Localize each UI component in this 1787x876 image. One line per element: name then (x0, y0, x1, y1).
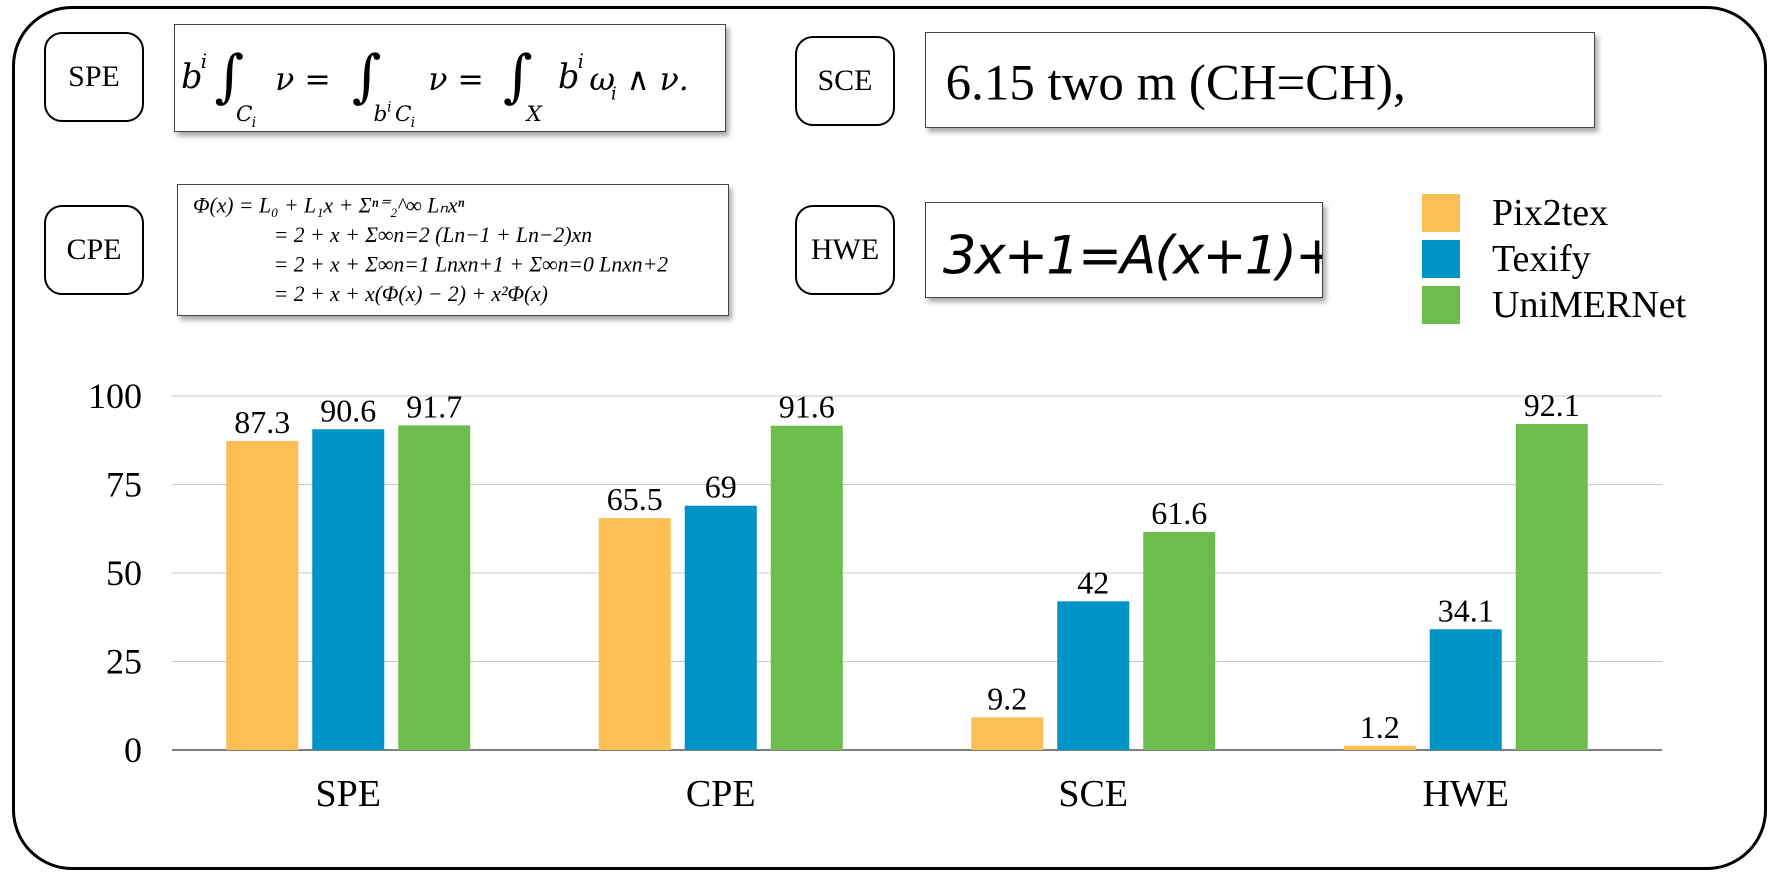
sce-text: 6.15 two m (CH=CH), (946, 56, 1406, 112)
sample-spe-formula: b i ∫ C i ν = ∫ b i C i ν = ∫ X b i ω i … (174, 24, 726, 132)
data-label: 65.5 (607, 481, 663, 517)
legend: Pix2tex Texify UniMERNet (1422, 190, 1686, 328)
data-label: 87.3 (234, 404, 290, 440)
spe-c1: C (236, 102, 253, 127)
hwe-text: 3x+1=A(x+1)+Bx (943, 226, 1322, 287)
y-tick-label: 50 (106, 553, 142, 593)
bar-hwe-unimernet (1515, 423, 1588, 750)
spe-integral-1-icon: ∫ (214, 44, 244, 110)
spe-c1sub: i (252, 115, 256, 131)
spe-b2: b (373, 102, 387, 127)
cpe-line-2: = 2 + x + Σ∞n=2 (Ln−1 + Ln−2)xn (274, 223, 592, 247)
spe-nu1: ν = (275, 62, 330, 98)
y-tick-label: 75 (106, 465, 142, 505)
spe-x: X (525, 102, 544, 127)
data-label: 92.1 (1524, 387, 1580, 423)
data-label: 91.6 (779, 389, 835, 425)
x-category-label: HWE (1422, 773, 1509, 815)
legend-label-texify: Texify (1492, 238, 1591, 280)
bar-sce-pix2tex (971, 717, 1044, 750)
bar-cpe-texify (684, 505, 757, 750)
cpe-line-3: = 2 + x + Σ∞n=1 Lnxn+1 + Σ∞n=0 Lnxn+2 (274, 253, 668, 277)
spe-i1: i (201, 50, 207, 73)
x-category-label: CPE (686, 773, 756, 815)
legend-label-unimernet: UniMERNet (1492, 284, 1687, 326)
spe-integral-3-icon: ∫ (503, 44, 533, 110)
spe-i2: i (387, 99, 391, 115)
legend-swatch-unimernet (1422, 286, 1460, 324)
tag-hwe: HWE (795, 205, 895, 295)
legend-item-unimernet: UniMERNet (1422, 282, 1686, 328)
y-tick-label: 25 (106, 642, 142, 682)
bar-spe-pix2tex (226, 440, 299, 750)
cpe-line-4: = 2 + x + x(Φ(x) − 2) + x²Φ(x) (274, 282, 548, 306)
data-label: 91.7 (406, 388, 462, 424)
tag-cpe: CPE (44, 205, 144, 295)
legend-label-pix2tex: Pix2tex (1492, 192, 1609, 234)
legend-swatch-pix2tex (1422, 194, 1460, 232)
tag-spe: SPE (44, 32, 144, 122)
spe-omega-sub: i (611, 85, 617, 105)
spe-integral-2-icon: ∫ (352, 44, 382, 110)
bar-spe-unimernet (398, 425, 471, 750)
sample-hwe-handwritten: 3x+1=A(x+1)+Bx (925, 202, 1323, 298)
bar-hwe-texify (1429, 629, 1502, 750)
x-category-label: SCE (1058, 773, 1128, 815)
sample-cpe-formula: Φ(x) = L₀ + L₁x + Σⁿ⁼₂^∞ Lₙxⁿ = 2 + x + … (177, 184, 729, 316)
bar-cpe-pix2tex (598, 518, 671, 750)
data-label: 61.6 (1151, 495, 1207, 531)
legend-item-pix2tex: Pix2tex (1422, 190, 1686, 236)
cpe-line-1: Φ(x) = L₀ + L₁x + Σⁿ⁼₂^∞ Lₙxⁿ (193, 194, 465, 218)
spe-c2: C (395, 102, 412, 127)
spe-nu2: ν = (428, 62, 483, 98)
bar-spe-texify (312, 429, 385, 750)
legend-swatch-texify (1422, 240, 1460, 278)
sample-sce-text: 6.15 two m (CH=CH), (925, 32, 1595, 128)
bar-sce-unimernet (1143, 531, 1216, 750)
data-label: 34.1 (1438, 592, 1494, 628)
spe-c2sub: i (411, 115, 415, 131)
data-label: 42 (1077, 564, 1109, 600)
bar-sce-texify (1057, 601, 1130, 750)
data-label: 1.2 (1360, 709, 1400, 745)
spe-rest: ∧ ν. (627, 62, 689, 98)
spe-omega: ω (589, 62, 615, 98)
bar-cpe-unimernet (770, 425, 843, 750)
spe-b1: b (181, 57, 202, 96)
y-tick-label: 0 (124, 730, 142, 770)
tag-sce: SCE (795, 36, 895, 126)
spe-b3: b (558, 57, 579, 96)
bar-hwe-pix2tex (1343, 745, 1416, 750)
spe-i3: i (578, 50, 584, 73)
data-label: 69 (705, 469, 737, 505)
data-label: 90.6 (320, 392, 376, 428)
figure-frame (12, 6, 1767, 870)
data-label: 9.2 (987, 680, 1027, 716)
y-tick-label: 100 (88, 376, 142, 416)
legend-item-texify: Texify (1422, 236, 1686, 282)
x-category-label: SPE (316, 773, 381, 815)
